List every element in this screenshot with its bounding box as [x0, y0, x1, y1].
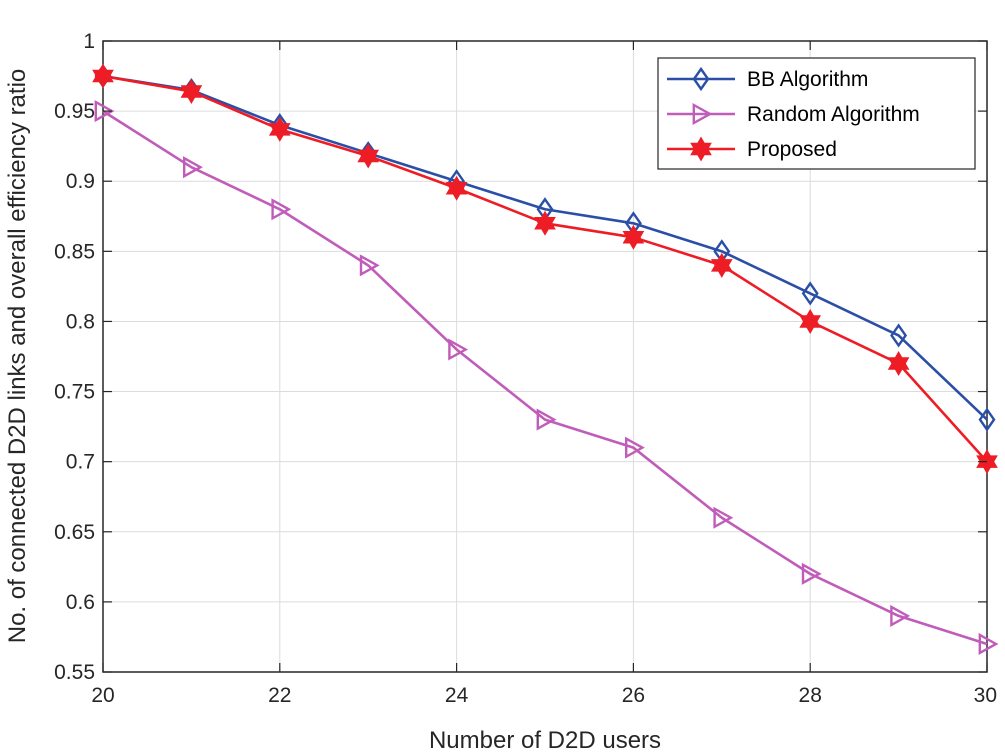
legend-label-bb-algorithm: BB Algorithm	[747, 68, 868, 91]
data-point-proposed-part	[445, 181, 468, 201]
data-point-proposed	[976, 449, 998, 475]
series-layer	[92, 63, 999, 655]
series-proposed	[92, 63, 998, 475]
series-line-bb-algorithm	[102, 74, 988, 421]
legend-label-proposed: Proposed	[747, 138, 837, 161]
legend-label-random-algorithm: Random Algorithm	[747, 103, 920, 126]
ticks: 0.55 0.6 0.65 0.7 0.75 0.8 0.85 0.9 0.95 1 20 22 24 2…	[54, 30, 997, 707]
data-point-proposed	[180, 78, 203, 104]
y-tick-label: 0.6	[66, 591, 95, 614]
data-point-proposed-part	[799, 315, 822, 334]
legend: BB Algorithm Random Algorithm Proposed	[657, 57, 976, 170]
x-tick-label: 24	[445, 684, 469, 707]
data-point-proposed-part	[180, 85, 203, 104]
legend-item-bb-algorithm: BB Algorithm	[667, 66, 868, 92]
data-point-proposed-part	[268, 123, 291, 142]
y-tick-label: 0.75	[54, 381, 95, 404]
y-tick-label: 1	[83, 30, 95, 53]
data-point-proposed	[445, 175, 468, 201]
data-point-proposed	[622, 224, 645, 250]
data-point-random-algorithm	[978, 632, 999, 655]
data-point-bb-algorithm	[801, 281, 819, 306]
data-point-proposed-part	[357, 149, 380, 169]
y-tick-label: 0.9	[66, 170, 95, 193]
data-point-proposed-part	[710, 259, 733, 278]
data-point-random-algorithm	[182, 156, 203, 179]
data-point-random-algorithm	[801, 562, 822, 585]
data-point-proposed-part	[976, 455, 998, 475]
y-tick-label: 0.8	[66, 310, 95, 333]
data-point-random-algorithm	[713, 506, 734, 529]
x-tick-label: 20	[91, 684, 114, 707]
y-tick-label: 0.65	[54, 521, 95, 544]
data-point-proposed	[92, 63, 114, 89]
data-point-proposed	[534, 210, 556, 236]
data-point-random-algorithm	[359, 254, 380, 277]
grid	[103, 41, 987, 672]
y-tick-label: 0.7	[66, 451, 95, 474]
legend-marker-bb-algorithm	[692, 66, 710, 92]
legend-item-random-algorithm: Random Algorithm	[667, 102, 920, 126]
legend-marker-proposed	[690, 136, 712, 162]
data-point-proposed-part	[92, 69, 114, 89]
y-tick-label: 0.95	[54, 100, 95, 123]
data-point-random-algorithm	[448, 338, 469, 361]
plot-frame	[102, 40, 988, 673]
data-point-proposed	[799, 308, 822, 334]
x-axis-label: Number of D2D users	[429, 727, 661, 754]
data-point-random-algorithm	[625, 436, 645, 459]
legend-marker-proposed-part	[690, 142, 712, 162]
data-point-proposed-part	[534, 217, 556, 236]
legend-item-proposed: Proposed	[667, 136, 837, 162]
series-line-random-algorithm	[102, 110, 988, 646]
data-point-proposed	[357, 143, 380, 169]
x-tick-label: 28	[799, 684, 822, 707]
data-point-bb-algorithm	[890, 323, 908, 348]
x-tick-label: 22	[268, 684, 291, 707]
data-point-proposed	[710, 252, 733, 278]
y-axis-label: No. of connected D2D links and overall e…	[4, 69, 31, 644]
data-point-proposed-part	[622, 231, 645, 250]
data-point-bb-algorithm	[978, 407, 996, 432]
data-point-proposed	[887, 351, 910, 377]
x-tick-label: 30	[974, 684, 997, 707]
data-point-random-algorithm	[271, 198, 292, 221]
data-point-random-algorithm	[890, 604, 911, 627]
y-tick-label: 0.85	[54, 240, 95, 263]
series-random-algorithm	[94, 100, 999, 655]
data-point-random-algorithm	[536, 408, 557, 431]
legend-marker-random-algorithm	[692, 102, 713, 126]
data-point-random-algorithm	[94, 100, 115, 123]
data-point-proposed	[268, 116, 291, 142]
x-tick-label: 26	[622, 684, 645, 707]
data-point-proposed-part	[887, 357, 910, 377]
y-tick-label: 0.55	[54, 661, 95, 684]
